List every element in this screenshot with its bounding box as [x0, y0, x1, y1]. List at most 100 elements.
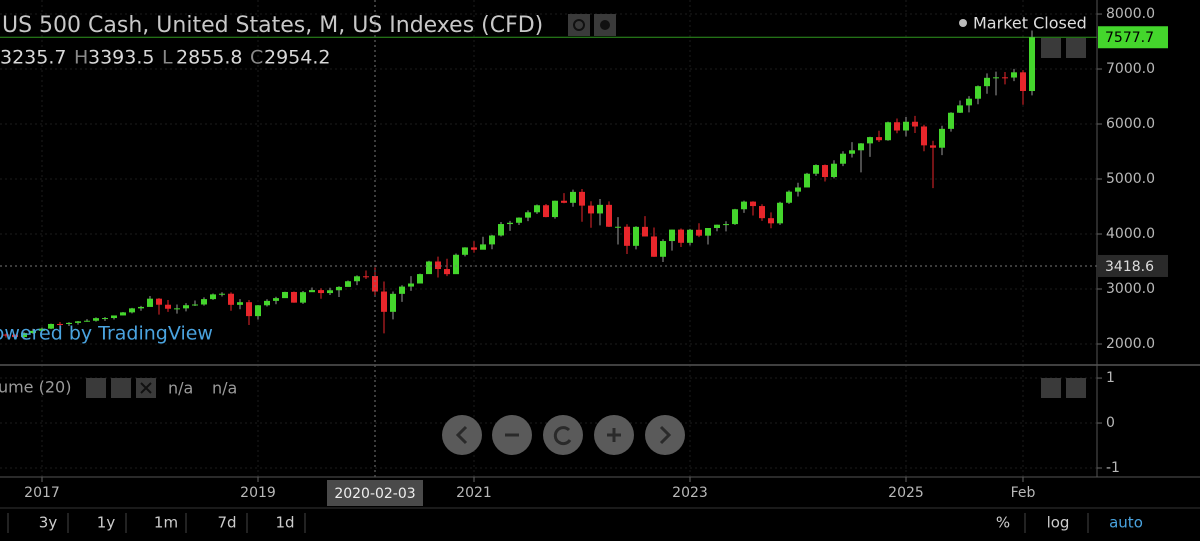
candle-body — [183, 305, 189, 309]
candle-body — [750, 201, 756, 207]
candle-body — [102, 318, 108, 320]
candle-body — [192, 304, 198, 306]
candle-body — [813, 165, 819, 174]
volume-value: n/a — [168, 379, 193, 398]
volume-eye-icon[interactable] — [86, 378, 106, 398]
candle-body — [318, 290, 324, 294]
candle-body — [147, 298, 153, 307]
scale-option[interactable]: % — [996, 514, 1010, 532]
candle-body — [471, 247, 477, 250]
y-tick-label: -1 — [1106, 460, 1120, 476]
scale-option[interactable]: log — [1047, 514, 1070, 532]
candle-body — [390, 293, 396, 312]
candle-body — [579, 191, 585, 206]
candle-body — [426, 261, 432, 275]
x-tick-label: Feb — [1011, 485, 1036, 501]
candle-body — [201, 299, 207, 305]
candles — [3, 30, 1035, 340]
candle-body — [291, 291, 297, 303]
candle-body — [615, 226, 621, 228]
range-button[interactable]: 1d — [275, 514, 294, 532]
crosshair-date-badge — [327, 480, 423, 506]
candle-body — [561, 200, 567, 203]
chevron-right — [659, 425, 672, 445]
candle-body — [174, 308, 180, 310]
candle-body — [777, 202, 783, 224]
candle-body — [651, 236, 657, 257]
candle-body — [156, 298, 162, 305]
candle-body — [597, 204, 603, 214]
candle-body — [570, 191, 576, 203]
scale-option[interactable]: auto — [1109, 514, 1143, 532]
candle-body — [363, 276, 369, 278]
candle-body — [678, 229, 684, 243]
candle-body — [3, 334, 9, 336]
settings-icon-glyph — [600, 20, 610, 30]
candle-body — [66, 322, 72, 325]
candle-body — [543, 205, 549, 218]
candle-body — [264, 300, 270, 306]
status-dot — [959, 19, 967, 27]
ohlc-letter: O — [0, 47, 1, 69]
ohlc-value: 3393.5 — [88, 47, 154, 69]
candle-body — [489, 235, 495, 245]
candle-body — [714, 224, 720, 229]
candle-body — [795, 187, 801, 192]
volume-value: n/a — [212, 379, 237, 398]
range-button[interactable]: 1y — [97, 514, 116, 532]
x-tick-label: 2021 — [456, 485, 492, 501]
eye-icon[interactable] — [568, 14, 590, 36]
candle-body — [903, 121, 909, 131]
candle-body — [912, 121, 918, 127]
reset-button[interactable] — [543, 415, 583, 455]
candle-body — [588, 205, 594, 214]
candle-body — [219, 293, 225, 295]
candle-body — [849, 150, 855, 154]
candle-body — [354, 276, 360, 282]
range-button[interactable]: 1m — [154, 514, 178, 532]
current-price-badge — [1098, 26, 1168, 49]
volume-up-icon[interactable] — [1041, 378, 1061, 398]
price-down-icon[interactable] — [1041, 38, 1061, 58]
candle-body — [21, 333, 27, 338]
candle-body — [939, 128, 945, 148]
candle-body — [336, 286, 342, 291]
volume-updown-icon[interactable] — [1066, 378, 1086, 398]
x-tick-label: 2019 — [240, 485, 276, 501]
y-tick-label: 2000.0 — [1106, 336, 1155, 352]
candle-body — [921, 126, 927, 146]
candle-body — [885, 122, 891, 141]
y-tick-label: 1 — [1106, 370, 1115, 386]
scroll-right-button[interactable] — [645, 415, 685, 455]
candle-body — [975, 86, 981, 99]
candle-body — [444, 269, 450, 275]
candle-body — [57, 323, 63, 325]
candle-body — [480, 244, 486, 250]
crosshair-date-label: 2020-02-03 — [334, 486, 415, 502]
range-button[interactable]: 3y — [39, 514, 58, 532]
candle-body — [399, 286, 405, 294]
candle-body — [282, 291, 288, 299]
x-tick-label: 2025 — [888, 485, 924, 501]
volume-settings-icon[interactable] — [111, 378, 131, 398]
scroll-left-button[interactable] — [442, 415, 482, 455]
candle-body — [12, 334, 18, 338]
y-tick-label: 4000.0 — [1106, 226, 1155, 242]
range-button[interactable]: 7d — [217, 514, 236, 532]
candle-body — [624, 226, 630, 246]
candle-body — [300, 292, 306, 303]
price-updown-icon[interactable] — [1066, 38, 1086, 58]
grid: 2000.0 3000.0 4000.0 5000.0 6000.0 7000.0 8000… — [0, 0, 1155, 501]
volume-title: Volume (20) — [0, 378, 71, 397]
candle-body — [381, 291, 387, 312]
candle-body — [327, 290, 333, 294]
candle-body — [642, 226, 648, 237]
candle-body — [75, 321, 81, 323]
candle-body — [786, 191, 792, 203]
reset-glyph — [553, 426, 572, 446]
nav-buttons — [442, 415, 685, 455]
candle-body — [732, 209, 738, 225]
candle-body — [1020, 72, 1026, 92]
